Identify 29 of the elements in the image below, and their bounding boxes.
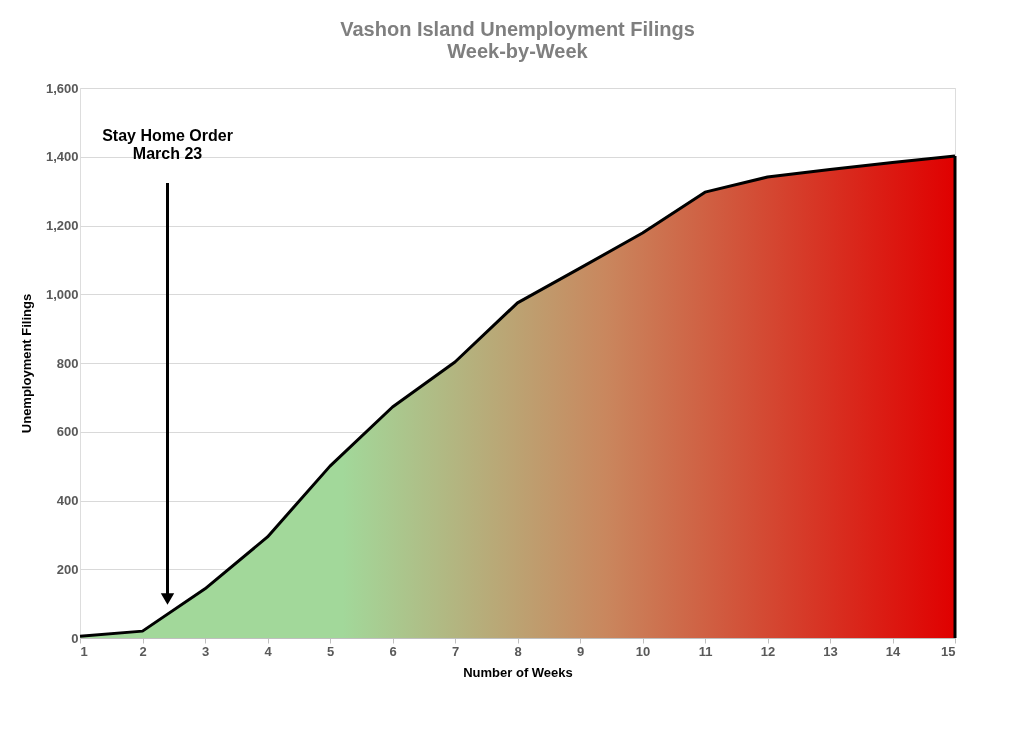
y-tick-label: 400	[56, 493, 79, 508]
y-tick-label: 800	[56, 355, 79, 371]
x-tick-label: 7	[451, 643, 460, 659]
y-tick-label: 0	[71, 630, 79, 646]
y-tick-label: 1,400	[45, 149, 79, 165]
x-tick-label: 5	[326, 643, 335, 659]
x-tick-label: 6	[389, 643, 397, 659]
y-tick-label: 1,200	[45, 218, 79, 233]
x-tick-label: 4	[264, 643, 273, 659]
x-tick-label: 15	[941, 643, 956, 659]
y-tick-label: 200	[56, 561, 79, 577]
x-tick-label: 2	[139, 643, 147, 659]
x-tick-label: 11	[698, 643, 713, 659]
y-tick-label: 1,600	[45, 80, 79, 96]
y-tick-label: 600	[56, 424, 79, 440]
x-tick-label: 12	[760, 643, 776, 659]
y-tick-label: 1,000	[45, 286, 79, 302]
x-tick-label: 3	[201, 643, 210, 659]
x-axis-title: Number of Weeks	[463, 664, 573, 680]
text: Week-by-Week	[447, 40, 588, 62]
x-tick-label: 9	[576, 643, 585, 659]
x-tick-label: 8	[514, 643, 522, 659]
x-tick-label: 10	[635, 643, 651, 659]
x-tick-label: 13	[823, 643, 838, 659]
annotation: Stay Home Order March 23	[102, 127, 233, 162]
y-axis-title: Unemployment Filings	[18, 293, 34, 434]
text: Vashon Island Unemployment Filings	[340, 18, 695, 40]
x-tick-label: 1	[80, 643, 88, 659]
x-tick-label: 14	[885, 643, 901, 659]
